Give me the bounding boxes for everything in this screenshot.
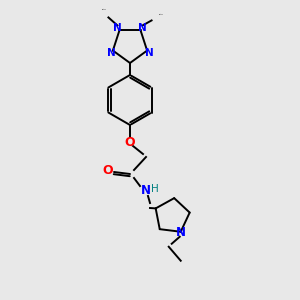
Text: O: O (125, 136, 135, 148)
Text: N: N (145, 48, 154, 58)
Text: N: N (141, 184, 151, 197)
Text: methyl: methyl (159, 14, 164, 15)
Text: O: O (103, 164, 113, 178)
Text: N: N (176, 226, 186, 239)
Text: H: H (151, 184, 159, 194)
Text: N: N (113, 23, 122, 33)
Text: N: N (106, 48, 115, 58)
Text: methyl: methyl (101, 9, 106, 11)
Text: N: N (138, 23, 147, 33)
